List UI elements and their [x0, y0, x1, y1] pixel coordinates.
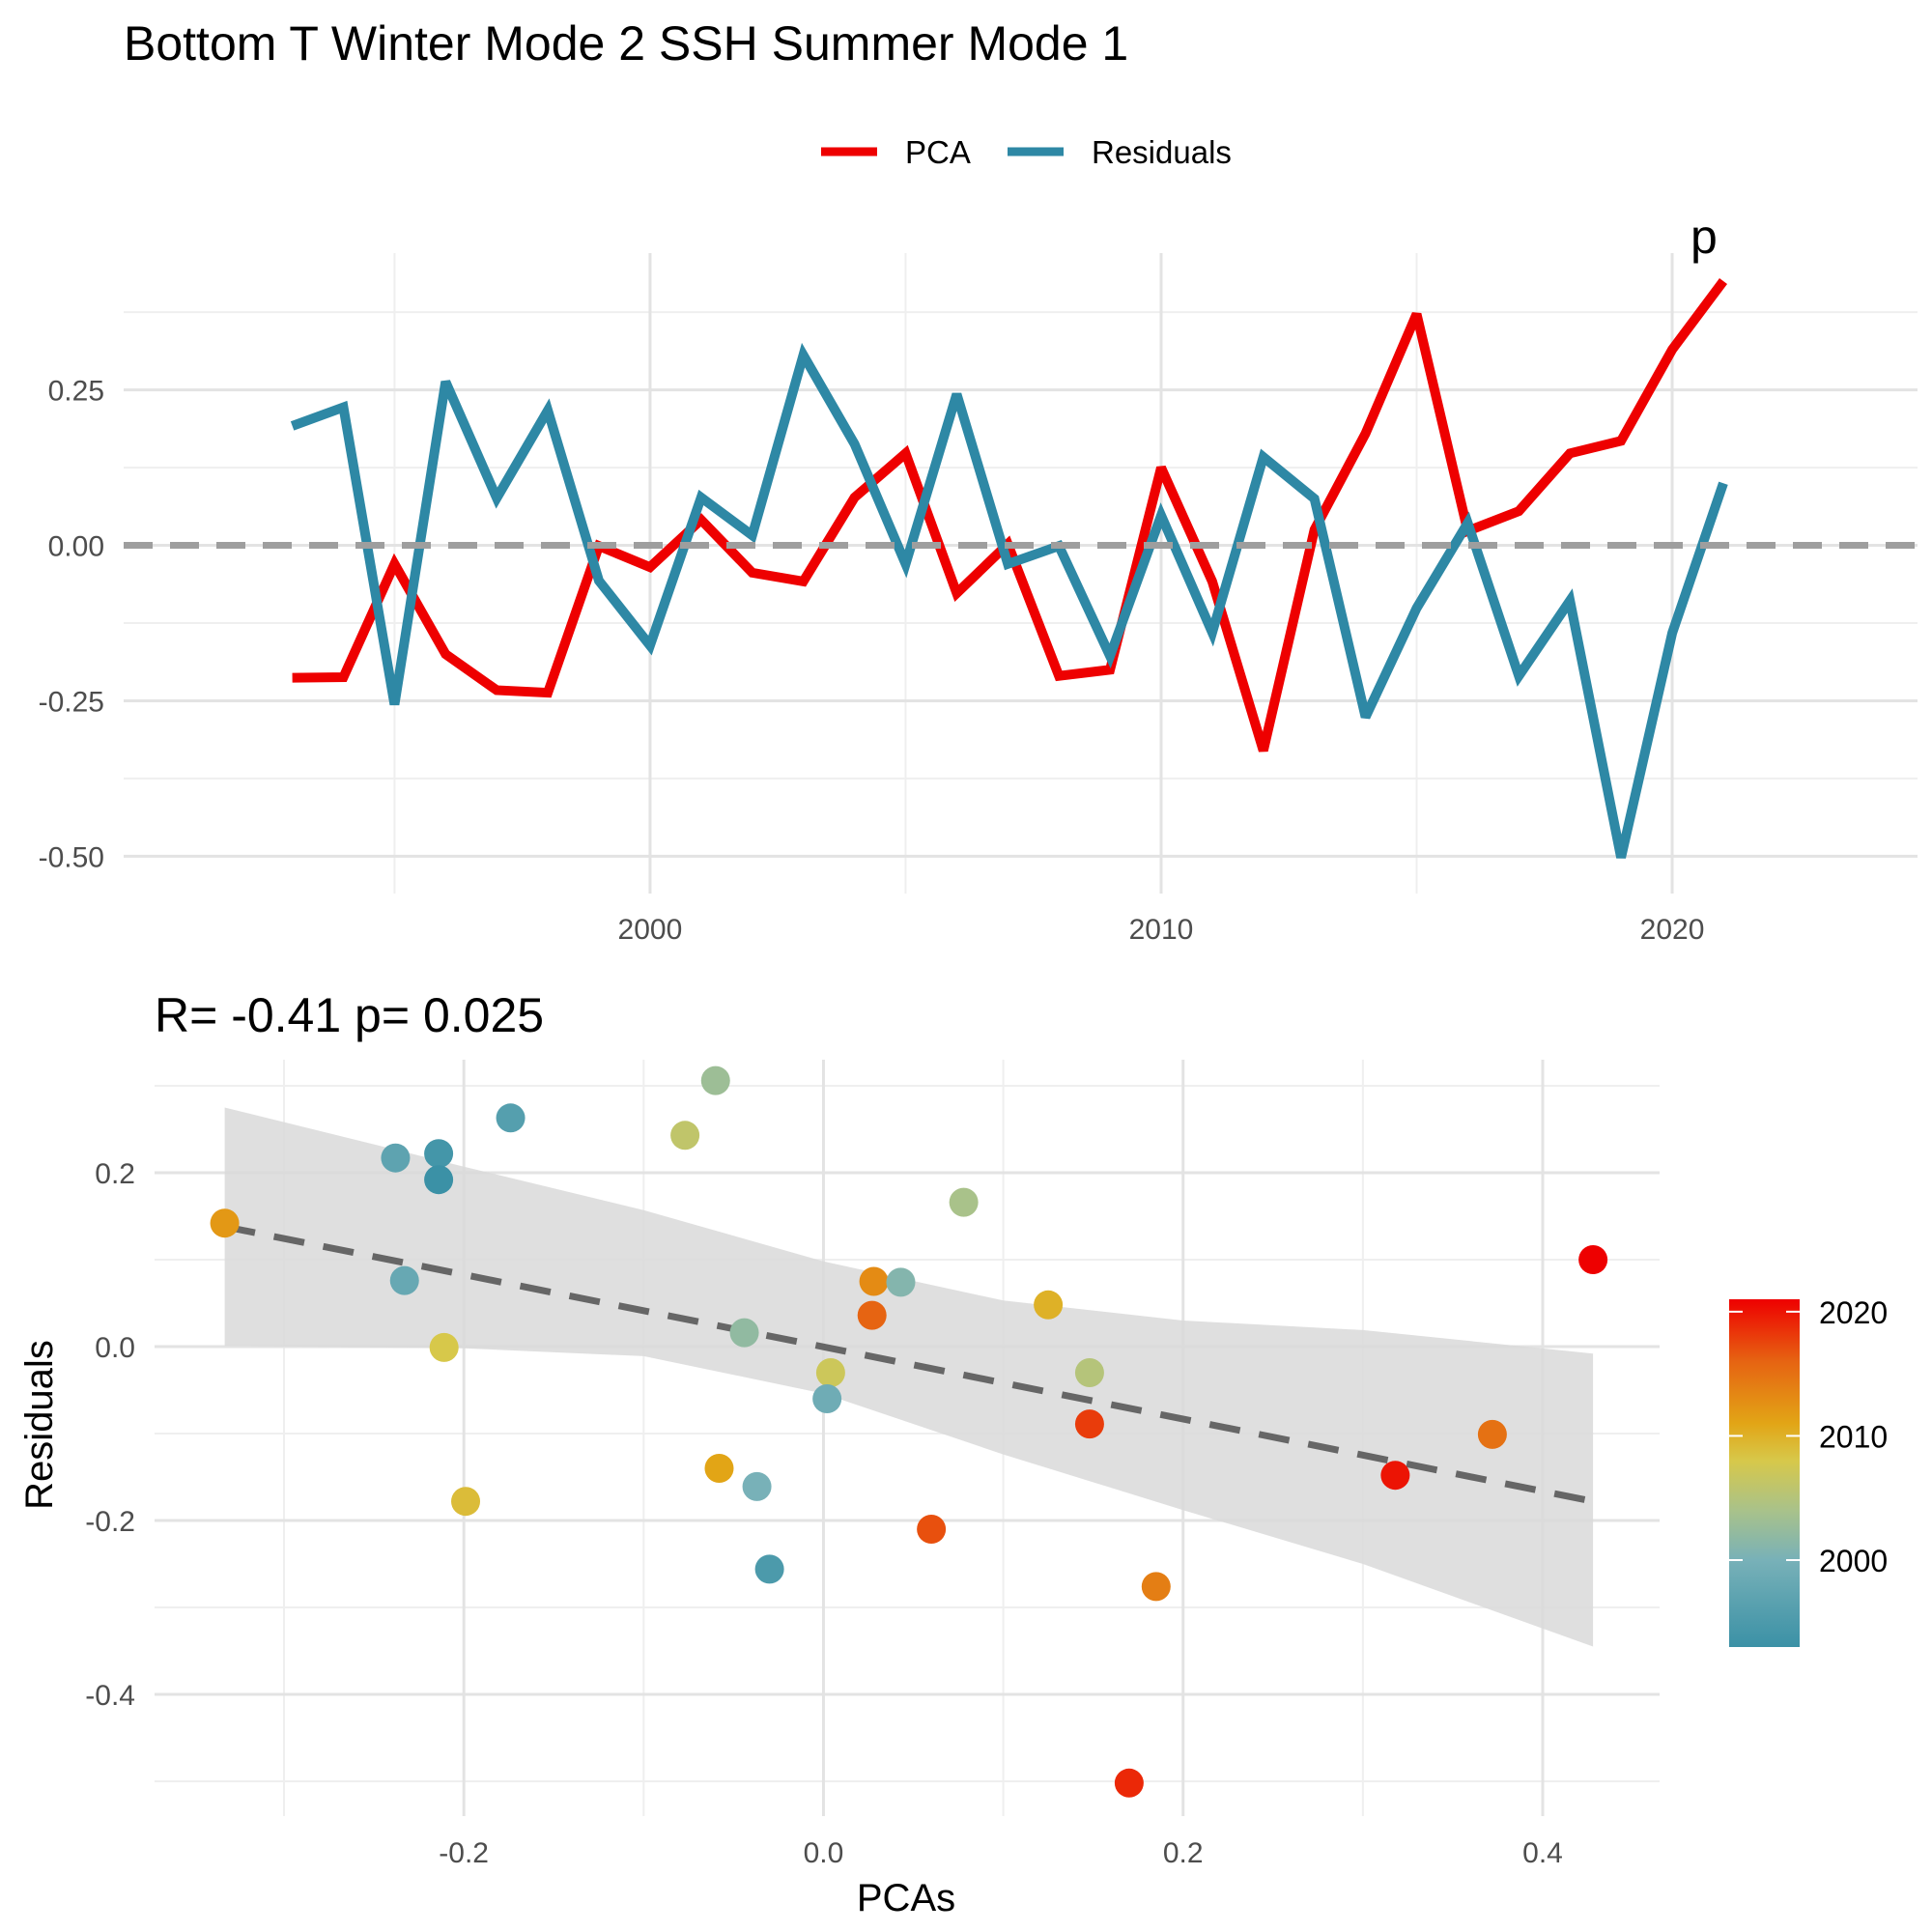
- scatter-point: [859, 1266, 889, 1296]
- x-tick-label: -0.2: [439, 1837, 489, 1869]
- scatter-point: [815, 1358, 845, 1387]
- x-tick-label: 0.4: [1522, 1837, 1563, 1869]
- colorbar-tick-label: 2020: [1819, 1295, 1888, 1330]
- y-tick-label: 0.00: [48, 531, 104, 563]
- scatter-point: [949, 1187, 979, 1217]
- scatter-point: [424, 1165, 454, 1195]
- scatter-y-axis-title: Residuals: [18, 1340, 61, 1510]
- regression-line: [223, 1223, 1594, 1505]
- colorbar-gradient: [1729, 1299, 1800, 1647]
- x-tick-label: 2010: [1129, 914, 1194, 946]
- scatter-point: [424, 1139, 454, 1169]
- scatter-point: [1114, 1768, 1144, 1798]
- x-tick-label: 2020: [1640, 914, 1705, 946]
- colorbar-tick-label: 2010: [1819, 1419, 1888, 1454]
- legend-label-residuals: Residuals: [1092, 134, 1232, 170]
- legend-label-pca: PCA: [905, 134, 971, 170]
- legend: PCA Residuals: [821, 134, 1232, 170]
- y-tick-label: -0.25: [39, 686, 104, 718]
- figure-title: Bottom T Winter Mode 2 SSH Summer Mode 1: [124, 16, 1128, 71]
- colorbar: 2000 2010 2020: [1729, 1295, 1888, 1647]
- y-tick-label: 0.0: [95, 1332, 135, 1364]
- scatter-point: [857, 1300, 887, 1330]
- confidence-band: [224, 1107, 1594, 1647]
- scatter-panel: -0.2 0.0 0.2 0.4 -0.4 -0.2 0.0 0.2: [85, 1060, 1660, 1869]
- x-tick-label: 0.2: [1163, 1837, 1204, 1869]
- scatter-point: [917, 1515, 947, 1544]
- scatter-point: [1477, 1419, 1507, 1449]
- scatter-point: [742, 1471, 772, 1501]
- scatter-point: [1034, 1290, 1064, 1320]
- scatter-point: [1578, 1245, 1608, 1274]
- scatter-point: [729, 1318, 759, 1348]
- series-line-residuals: [290, 342, 1728, 859]
- top-panel-annotation: p: [1690, 210, 1718, 264]
- scatter-x-axis-title: PCAs: [857, 1877, 955, 1919]
- scatter-point: [429, 1332, 459, 1362]
- y-tick-label: 0.25: [48, 376, 104, 408]
- x-tick-label: 0.0: [804, 1837, 844, 1869]
- scatter-point: [389, 1265, 419, 1295]
- scatter-point: [1141, 1572, 1171, 1602]
- scatter-point: [381, 1143, 411, 1173]
- scatter-point: [1380, 1461, 1410, 1491]
- series-line-pca: [292, 278, 1728, 753]
- scatter-point: [496, 1103, 526, 1133]
- scatter-point: [700, 1065, 730, 1095]
- scatter-point: [886, 1267, 916, 1297]
- y-tick-label: -0.2: [85, 1506, 135, 1538]
- scatter-point: [754, 1554, 784, 1584]
- scatter-point: [704, 1454, 734, 1483]
- scatter-subtitle: R= -0.41 p= 0.025: [155, 988, 544, 1042]
- scatter-point: [210, 1208, 240, 1238]
- colorbar-tick-label: 2000: [1819, 1544, 1888, 1578]
- time-series-panel: -0.50 -0.25 0.00 0.25 2000 2010 2020: [39, 253, 1918, 946]
- y-tick-label: -0.50: [39, 841, 104, 873]
- y-tick-label: 0.2: [95, 1158, 135, 1190]
- scatter-point: [670, 1121, 700, 1151]
- scatter-point: [451, 1487, 481, 1517]
- x-tick-label: 2000: [618, 914, 683, 946]
- scatter-point: [812, 1384, 842, 1413]
- y-tick-label: -0.4: [85, 1680, 135, 1712]
- scatter-point: [1074, 1358, 1104, 1387]
- scatter-point: [1074, 1409, 1104, 1439]
